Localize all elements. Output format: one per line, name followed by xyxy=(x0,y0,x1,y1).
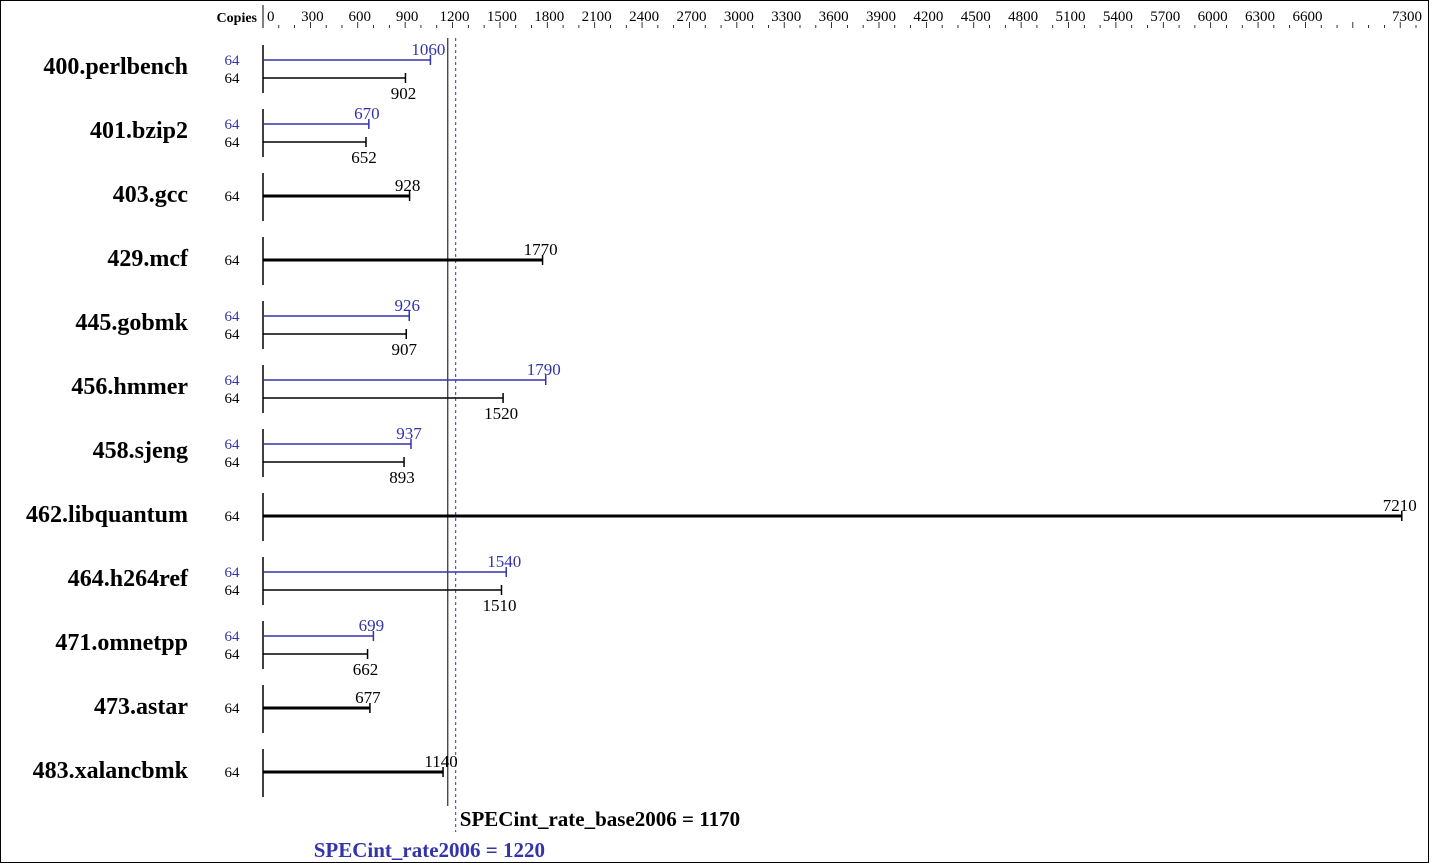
base-copies: 64 xyxy=(225,455,241,471)
x-tick-label: 6000 xyxy=(1198,9,1228,25)
base-value-label: 907 xyxy=(392,340,418,359)
base-summary-label: SPECint_rate_base2006 = 1170 xyxy=(460,807,740,831)
benchmark-name: 471.omnetpp xyxy=(55,630,188,656)
benchmark-row: 471.omnetpp 64 699 64 662 xyxy=(55,616,384,679)
benchmark-name: 458.sjeng xyxy=(93,438,188,464)
x-tick-label: 1200 xyxy=(440,9,470,25)
benchmark-name: 473.astar xyxy=(94,694,188,720)
x-tick-label: 5100 xyxy=(1056,9,1086,25)
benchmark-name: 456.hmmer xyxy=(71,374,188,400)
base-value-label: 677 xyxy=(355,688,381,707)
summary-labels: SPECint_rate_base2006 = 1170 SPECint_rate… xyxy=(314,807,740,862)
base-value-label: 1520 xyxy=(484,404,518,423)
base-value-label: 1770 xyxy=(524,240,558,259)
base-value-label: 1140 xyxy=(424,752,457,771)
base-copies: 64 xyxy=(225,253,241,269)
copies-header: Copies xyxy=(217,11,258,26)
benchmark-row: 462.libquantum 64 7210 xyxy=(26,493,1417,541)
peak-value-label: 699 xyxy=(359,616,385,635)
benchmark-row: 458.sjeng 64 937 64 893 xyxy=(93,424,423,487)
benchmark-row: 429.mcf 64 1770 xyxy=(107,237,558,285)
base-copies: 64 xyxy=(225,71,241,87)
base-copies: 64 xyxy=(225,765,241,781)
benchmark-row: 483.xalancbmk 64 1140 xyxy=(33,749,458,797)
base-value-label: 7210 xyxy=(1383,496,1417,515)
peak-value-label: 937 xyxy=(396,424,422,443)
base-copies: 64 xyxy=(225,189,241,205)
base-value-label: 893 xyxy=(389,468,415,487)
benchmark-row: 401.bzip2 64 670 64 652 xyxy=(90,104,380,167)
benchmark-row: 473.astar 64 677 xyxy=(94,685,381,733)
benchmark-name: 462.libquantum xyxy=(26,502,188,528)
x-tick-label: 4500 xyxy=(961,9,991,25)
benchmark-name: 401.bzip2 xyxy=(90,118,188,144)
reference-lines xyxy=(447,38,457,832)
peak-copies: 64 xyxy=(225,437,241,453)
benchmark-name: 445.gobmk xyxy=(75,310,188,336)
base-copies: 64 xyxy=(225,647,241,663)
base-value-label: 928 xyxy=(395,176,421,195)
base-value-label: 652 xyxy=(351,148,377,167)
x-tick-label: 6600 xyxy=(1292,9,1322,25)
peak-copies: 64 xyxy=(225,117,241,133)
x-tick-label: 3300 xyxy=(771,9,801,25)
x-axis: Copies 0 300 600 900 1200 1500 1800 2100 2400 2700… xyxy=(217,5,1422,28)
benchmark-name: 403.gcc xyxy=(113,182,189,208)
x-tick-label: 3600 xyxy=(819,9,849,25)
x-tick-label: 2100 xyxy=(582,9,612,25)
base-copies: 64 xyxy=(225,135,241,151)
x-tick-label: 6300 xyxy=(1245,9,1275,25)
x-tick-label: 0 xyxy=(267,9,275,25)
benchmark-row: 400.perlbench 64 1060 64 902 xyxy=(43,40,445,103)
x-tick-label: 1500 xyxy=(487,9,517,25)
base-value-label: 902 xyxy=(391,84,417,103)
base-copies: 64 xyxy=(225,701,241,717)
benchmark-name: 429.mcf xyxy=(107,246,189,272)
x-tick-label: 900 xyxy=(396,9,419,25)
base-copies: 64 xyxy=(225,583,241,599)
peak-value-label: 926 xyxy=(395,296,421,315)
benchmark-name: 464.h264ref xyxy=(68,566,189,592)
peak-copies: 64 xyxy=(225,629,241,645)
base-copies: 64 xyxy=(225,509,241,525)
x-tick-label: 7300 xyxy=(1392,9,1422,25)
peak-copies: 64 xyxy=(225,53,241,69)
benchmark-row: 456.hmmer 64 1790 64 1520 xyxy=(71,360,560,423)
benchmark-name: 400.perlbench xyxy=(43,54,188,80)
peak-value-label: 670 xyxy=(354,104,380,123)
x-tick-label: 3000 xyxy=(724,9,754,25)
x-tick-label: 3900 xyxy=(866,9,896,25)
benchmark-row: 403.gcc 64 928 xyxy=(113,173,421,221)
benchmark-row: 445.gobmk 64 926 64 907 xyxy=(75,296,420,359)
benchmark-rows: 400.perlbench 64 1060 64 902 401.bzip2 64 670 64… xyxy=(26,40,1417,797)
peak-copies: 64 xyxy=(225,373,241,389)
benchmark-row: 464.h264ref 64 1540 64 1510 xyxy=(68,552,521,615)
x-tick-label: 600 xyxy=(349,9,372,25)
x-tick-label: 2700 xyxy=(676,9,706,25)
base-copies: 64 xyxy=(225,327,241,343)
x-tick-label: 1800 xyxy=(534,9,564,25)
benchmark-name: 483.xalancbmk xyxy=(33,758,189,784)
base-copies: 64 xyxy=(225,391,241,407)
peak-copies: 64 xyxy=(225,309,241,325)
peak-value-label: 1790 xyxy=(527,360,561,379)
x-tick-label: 5700 xyxy=(1150,9,1180,25)
base-value-label: 1510 xyxy=(482,596,516,615)
base-value-label: 662 xyxy=(353,660,379,679)
peak-value-label: 1060 xyxy=(411,40,445,59)
x-tick-label: 4200 xyxy=(913,9,943,25)
x-tick-label: 5400 xyxy=(1103,9,1133,25)
peak-copies: 64 xyxy=(225,565,241,581)
peak-summary-label: SPECint_rate2006 = 1220 xyxy=(314,838,545,862)
x-tick-label: 4800 xyxy=(1008,9,1038,25)
x-tick-label: 300 xyxy=(301,9,324,25)
peak-value-label: 1540 xyxy=(487,552,521,571)
x-tick-label: 2400 xyxy=(629,9,659,25)
